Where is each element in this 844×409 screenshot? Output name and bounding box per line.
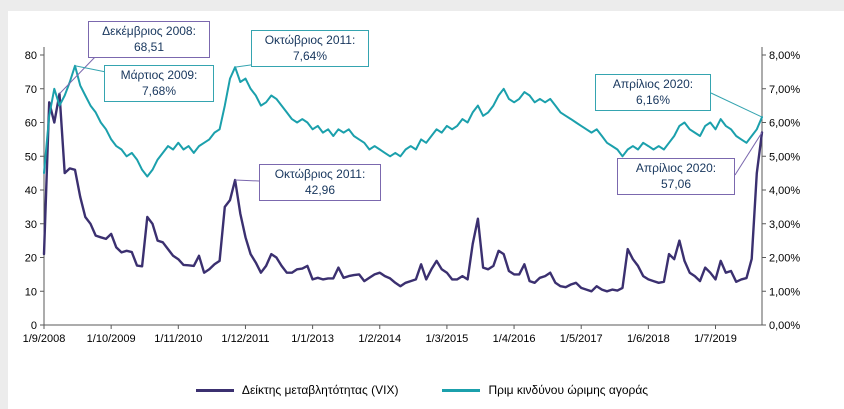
svg-text:1/9/2008: 1/9/2008: [23, 333, 66, 345]
callout-october-2011-vix: Οκτώβριος 2011: 42,96: [259, 164, 381, 202]
svg-text:50: 50: [25, 151, 37, 163]
callout-value: 7,68%: [141, 83, 177, 98]
svg-text:30: 30: [25, 219, 37, 231]
legend-label-risk-premium: Πριμ κινδύνου ώριμης αγοράς: [488, 383, 649, 397]
callout-october-2011-erp: Οκτώβριος 2011: 7,64%: [251, 30, 369, 68]
svg-text:1/4/2016: 1/4/2016: [493, 333, 536, 345]
svg-text:7,00%: 7,00%: [769, 84, 800, 96]
callout-title: Οκτώβριος 2011:: [274, 167, 366, 181]
callout-title: Μάρτιος 2009:: [120, 68, 198, 82]
svg-text:1/12/2011: 1/12/2011: [221, 333, 269, 345]
svg-text:4,00%: 4,00%: [769, 185, 800, 197]
svg-text:1/7/2019: 1/7/2019: [694, 333, 737, 345]
callout-title: Δεκέμβριος 2008:: [102, 24, 196, 38]
svg-text:0,00%: 0,00%: [769, 320, 800, 332]
svg-text:5,00%: 5,00%: [769, 151, 800, 163]
callout-march-2009-erp: Μάρτιος 2009: 7,68%: [104, 65, 214, 103]
callout-title: Απρίλιος 2020:: [612, 77, 694, 91]
chart-legend: Δείκτης μεταβλητότητας (VIX) Πριμ κινδύν…: [0, 383, 844, 397]
svg-text:80: 80: [25, 50, 37, 62]
svg-text:2,00%: 2,00%: [769, 253, 800, 265]
svg-text:20: 20: [25, 253, 37, 265]
svg-text:1/6/2018: 1/6/2018: [627, 333, 670, 345]
callout-value: 68,51: [133, 39, 165, 54]
svg-text:8,00%: 8,00%: [769, 50, 800, 62]
callout-value: 7,64%: [292, 48, 328, 63]
svg-text:1/1/2013: 1/1/2013: [291, 333, 334, 345]
callout-april-2020-vix: Απρίλιος 2020: 57,06: [617, 158, 735, 196]
svg-text:1,00%: 1,00%: [769, 286, 800, 298]
svg-text:3,00%: 3,00%: [769, 219, 800, 231]
callout-value: 42,96: [304, 182, 336, 197]
callout-title: Απρίλιος 2020:: [635, 161, 717, 175]
svg-text:1/2/2014: 1/2/2014: [358, 333, 401, 345]
svg-text:1/10/2009: 1/10/2009: [87, 333, 136, 345]
legend-item-vix: Δείκτης μεταβλητότητας (VIX): [195, 383, 399, 397]
svg-text:1/11/2010: 1/11/2010: [154, 333, 202, 345]
svg-text:1/5/2017: 1/5/2017: [560, 333, 603, 345]
callout-title: Οκτώβριος 2011:: [264, 33, 356, 47]
vix-line-swatch-icon: [195, 388, 234, 392]
callout-value: 6,16%: [635, 92, 671, 107]
svg-text:1/3/2015: 1/3/2015: [425, 333, 468, 345]
legend-item-risk-premium: Πριμ κινδύνου ώριμης αγοράς: [442, 383, 648, 397]
svg-text:6,00%: 6,00%: [769, 118, 800, 130]
callout-december-2008-vix: Δεκέμβριος 2008: 68,51: [88, 21, 210, 59]
svg-text:70: 70: [25, 84, 37, 96]
risk-premium-line-swatch-icon: [442, 388, 481, 392]
callout-april-2020-erp: Απρίλιος 2020: 6,16%: [595, 74, 711, 112]
callout-value: 57,06: [660, 176, 692, 191]
svg-text:60: 60: [25, 118, 37, 130]
legend-label-vix: Δείκτης μεταβλητότητας (VIX): [241, 383, 399, 397]
svg-text:10: 10: [25, 286, 37, 298]
svg-text:40: 40: [25, 185, 37, 197]
svg-text:0: 0: [31, 320, 37, 332]
